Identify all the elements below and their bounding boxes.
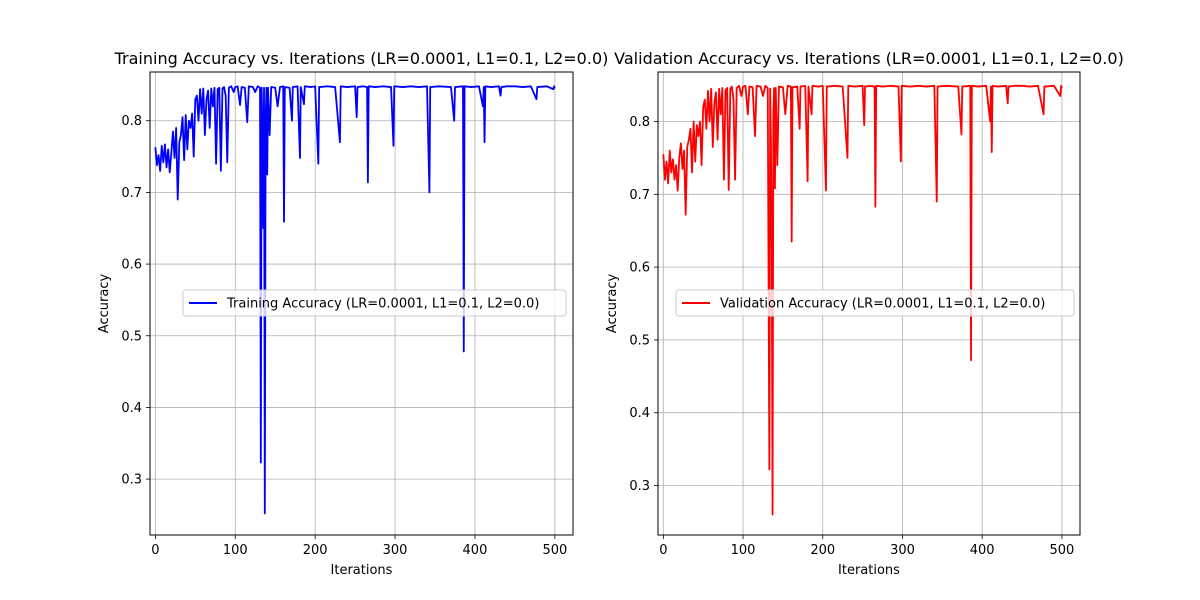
training-y-tick-label: 0.8 bbox=[121, 114, 142, 129]
training-x-tick-label: 500 bbox=[542, 543, 567, 558]
training-x-tick-label: 200 bbox=[303, 543, 328, 558]
training-legend-box bbox=[182, 289, 567, 317]
training-series-layer bbox=[154, 85, 556, 515]
training-y-tick-label: 0.6 bbox=[121, 258, 142, 273]
validation-x-tick-label: 100 bbox=[731, 543, 756, 558]
validation-x-axis-label: Iterations bbox=[838, 563, 900, 578]
training-y-axis-label: Accuracy bbox=[97, 274, 112, 334]
validation-series-line bbox=[662, 84, 1063, 516]
training-x-tick-label: 400 bbox=[463, 543, 488, 558]
validation-y-tick-label: 0.4 bbox=[629, 406, 650, 421]
training-y-tick-label: 0.3 bbox=[121, 473, 142, 488]
validation-legend: Validation Accuracy (LR=0.0001, L1=0.1, … bbox=[675, 289, 1075, 317]
validation-legend-box bbox=[675, 289, 1075, 317]
training-chart: 0 100 200 300 400 500 0.3 0.4 0.5 0.6 0.7 0.8 Train… bbox=[97, 49, 608, 578]
validation-y-axis-label: Accuracy bbox=[605, 274, 620, 334]
validation-legend-label: Validation Accuracy (LR=0.0001, L1=0.1, … bbox=[720, 297, 1045, 312]
validation-y-tick-label: 0.6 bbox=[629, 261, 650, 276]
training-y-tick-label: 0.4 bbox=[121, 401, 142, 416]
validation-chart: 0 100 200 300 400 500 0.3 0.4 0.5 0.6 0.7 0.8 Valid… bbox=[605, 49, 1124, 578]
validation-x-tick-label: 500 bbox=[1049, 543, 1074, 558]
training-ticks: 0 100 200 300 400 500 0.3 0.4 0.5 0.6 0.7 0.8 bbox=[121, 114, 567, 558]
training-legend: Training Accuracy (LR=0.0001, L1=0.1, L2… bbox=[182, 289, 567, 317]
training-legend-label: Training Accuracy (LR=0.0001, L1=0.1, L2… bbox=[226, 297, 539, 312]
training-chart-title: Training Accuracy vs. Iterations (LR=0.0… bbox=[114, 49, 609, 68]
validation-ticks: 0 100 200 300 400 500 0.3 0.4 0.5 0.6 0.7 0.8 bbox=[629, 115, 1074, 558]
validation-chart-title: Validation Accuracy vs. Iterations (LR=0… bbox=[614, 49, 1124, 68]
validation-series-layer bbox=[662, 84, 1063, 516]
training-y-tick-label: 0.7 bbox=[121, 186, 142, 201]
validation-y-tick-label: 0.5 bbox=[629, 333, 650, 348]
validation-x-tick-label: 300 bbox=[890, 543, 915, 558]
training-plot-frame bbox=[149, 71, 574, 536]
validation-y-tick-label: 0.8 bbox=[629, 115, 650, 130]
validation-y-tick-label: 0.7 bbox=[629, 188, 650, 203]
validation-x-tick-label: 0 bbox=[659, 543, 667, 558]
training-x-tick-label: 300 bbox=[383, 543, 408, 558]
training-y-tick-label: 0.5 bbox=[121, 329, 142, 344]
training-x-tick-label: 100 bbox=[223, 543, 248, 558]
validation-x-tick-label: 200 bbox=[810, 543, 835, 558]
training-series-line bbox=[154, 85, 556, 515]
validation-y-tick-label: 0.3 bbox=[629, 479, 650, 494]
training-x-axis-label: Iterations bbox=[331, 563, 393, 578]
training-x-tick-label: 0 bbox=[151, 543, 159, 558]
validation-x-tick-label: 400 bbox=[970, 543, 995, 558]
validation-plot-frame bbox=[657, 71, 1081, 536]
